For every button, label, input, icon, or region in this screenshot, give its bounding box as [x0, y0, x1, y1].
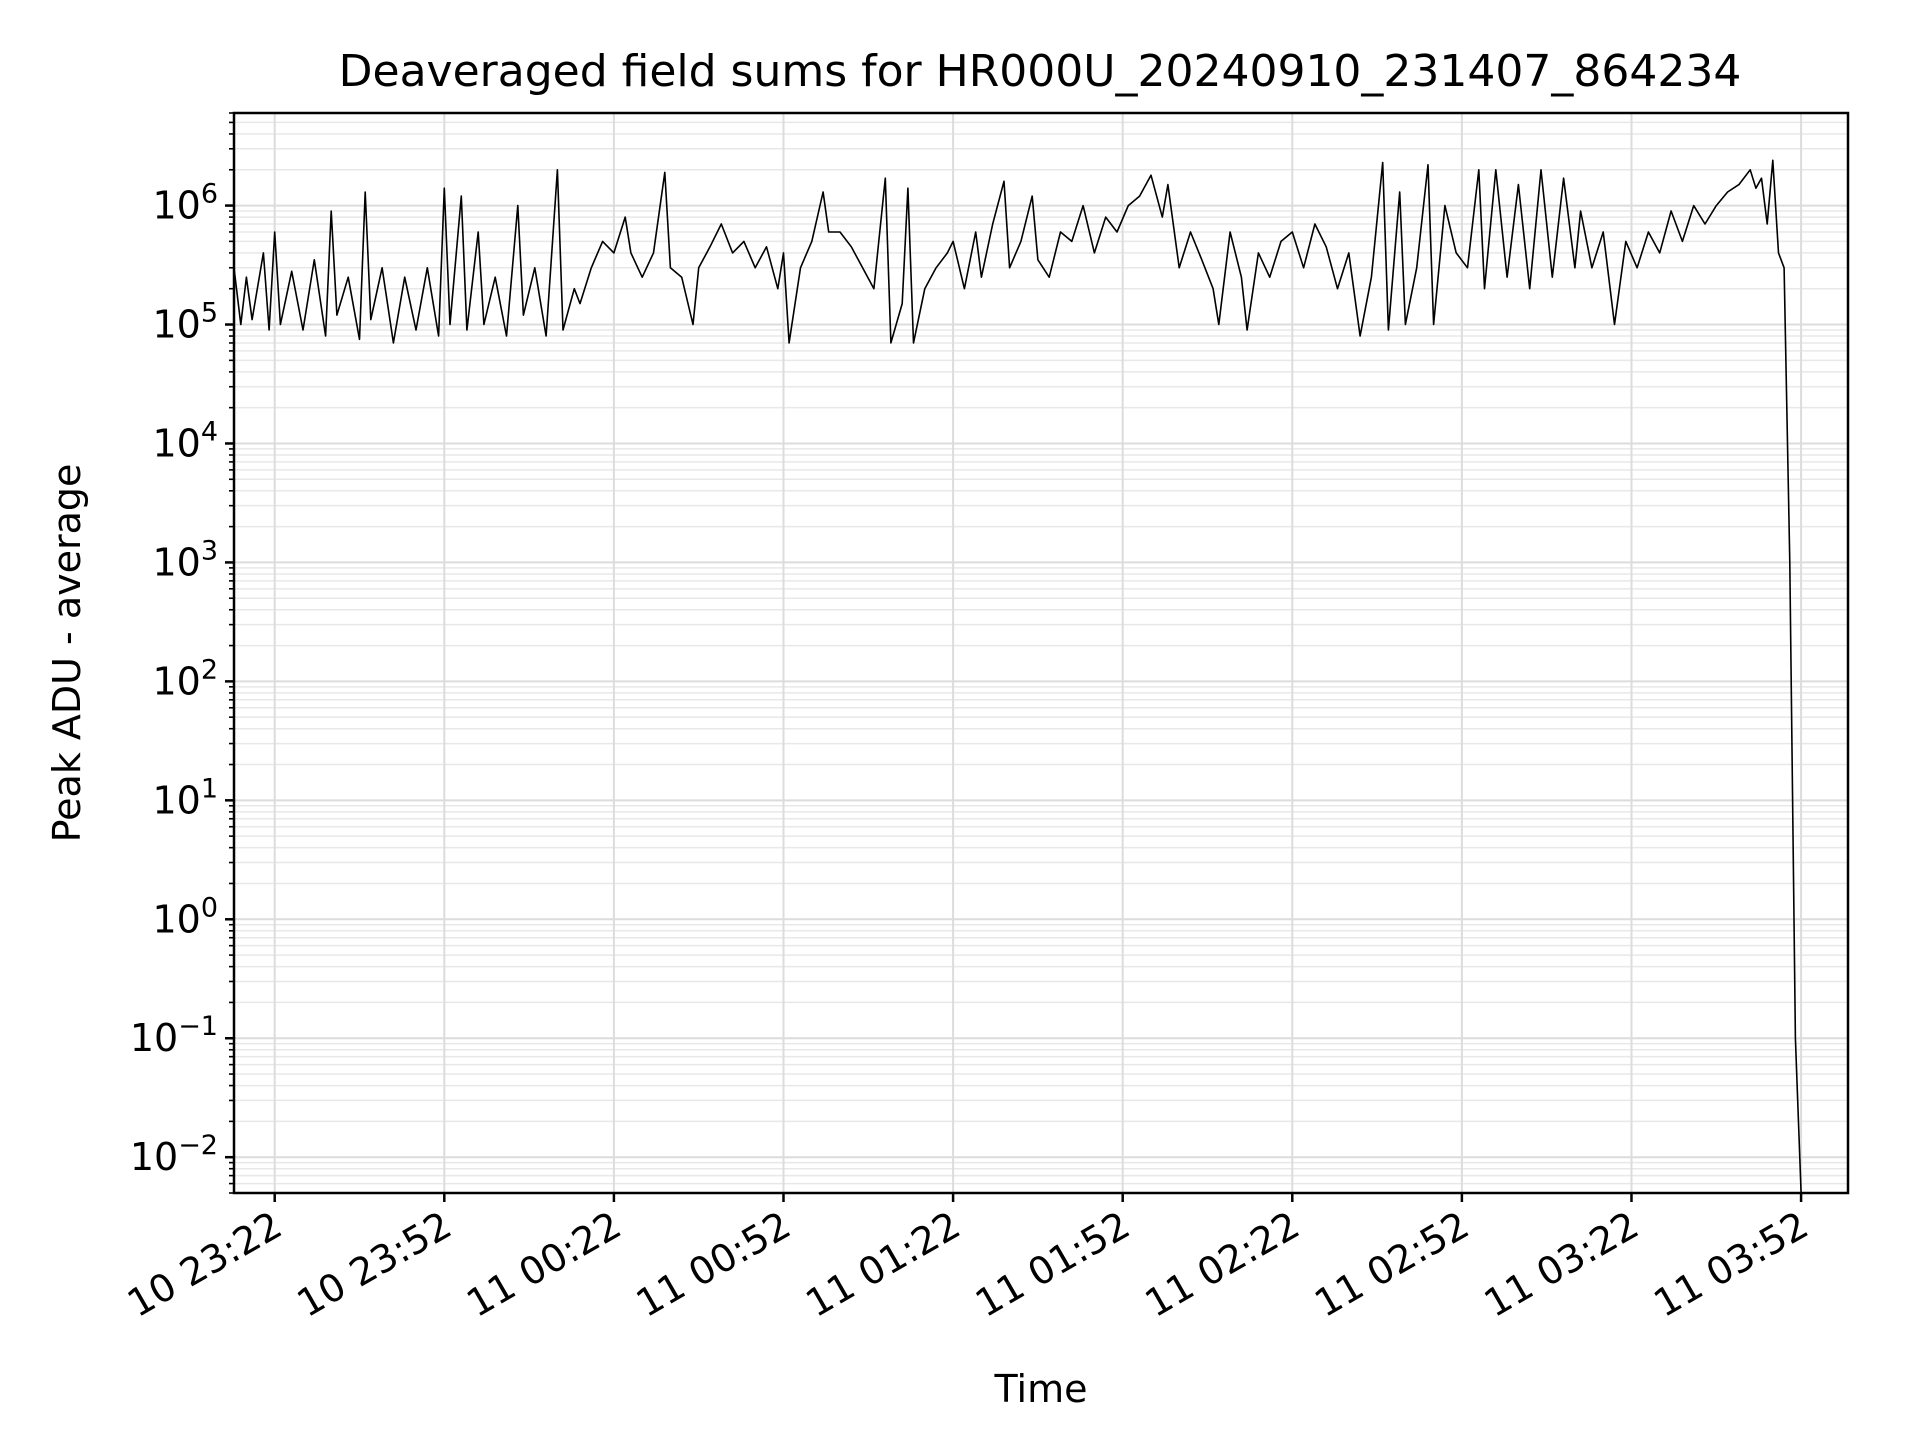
x-tick-label: 11 00:52 — [629, 1203, 798, 1326]
y-tick-label: 101 — [152, 773, 218, 822]
x-tick-label: 11 03:52 — [1646, 1203, 1815, 1326]
series-line — [233, 159, 1802, 1194]
x-tick-label: 10 23:22 — [120, 1203, 289, 1326]
y-tick-label: 106 — [152, 179, 218, 228]
y-tick-label: 100 — [152, 892, 218, 941]
x-axis-label: Time — [994, 1367, 1088, 1411]
x-tick-label: 11 01:52 — [968, 1203, 1137, 1326]
x-axis: 10 23:22 10 23:52 11 00:22 11 00:52 11 01:22… — [120, 1193, 1816, 1326]
y-tick-label: 102 — [152, 654, 218, 703]
y-tick-label: 104 — [152, 416, 218, 465]
series — [233, 159, 1802, 1194]
x-tick-label: 11 00:22 — [459, 1203, 628, 1326]
y-tick-label: 105 — [152, 298, 218, 347]
y-axis-label: Peak ADU - average — [45, 464, 89, 843]
grid — [234, 112, 1848, 1194]
x-tick-label: 10 23:52 — [290, 1203, 459, 1326]
y-axis: 10−2 10−1 100 101 102 103 104 105 106 — [130, 112, 234, 1194]
chart-title: Deaveraged field sums for HR000U_2024091… — [339, 46, 1742, 97]
y-tick-label: 103 — [152, 535, 218, 584]
x-tick-label: 11 01:22 — [798, 1203, 967, 1326]
y-tick-label: 10−2 — [130, 1130, 218, 1179]
y-tick-label: 10−1 — [130, 1011, 218, 1060]
x-tick-label: 11 02:22 — [1138, 1203, 1307, 1326]
x-tick-label: 11 03:22 — [1477, 1203, 1646, 1326]
plot-frame — [232, 111, 1850, 1195]
x-tick-label: 11 02:52 — [1307, 1203, 1476, 1326]
